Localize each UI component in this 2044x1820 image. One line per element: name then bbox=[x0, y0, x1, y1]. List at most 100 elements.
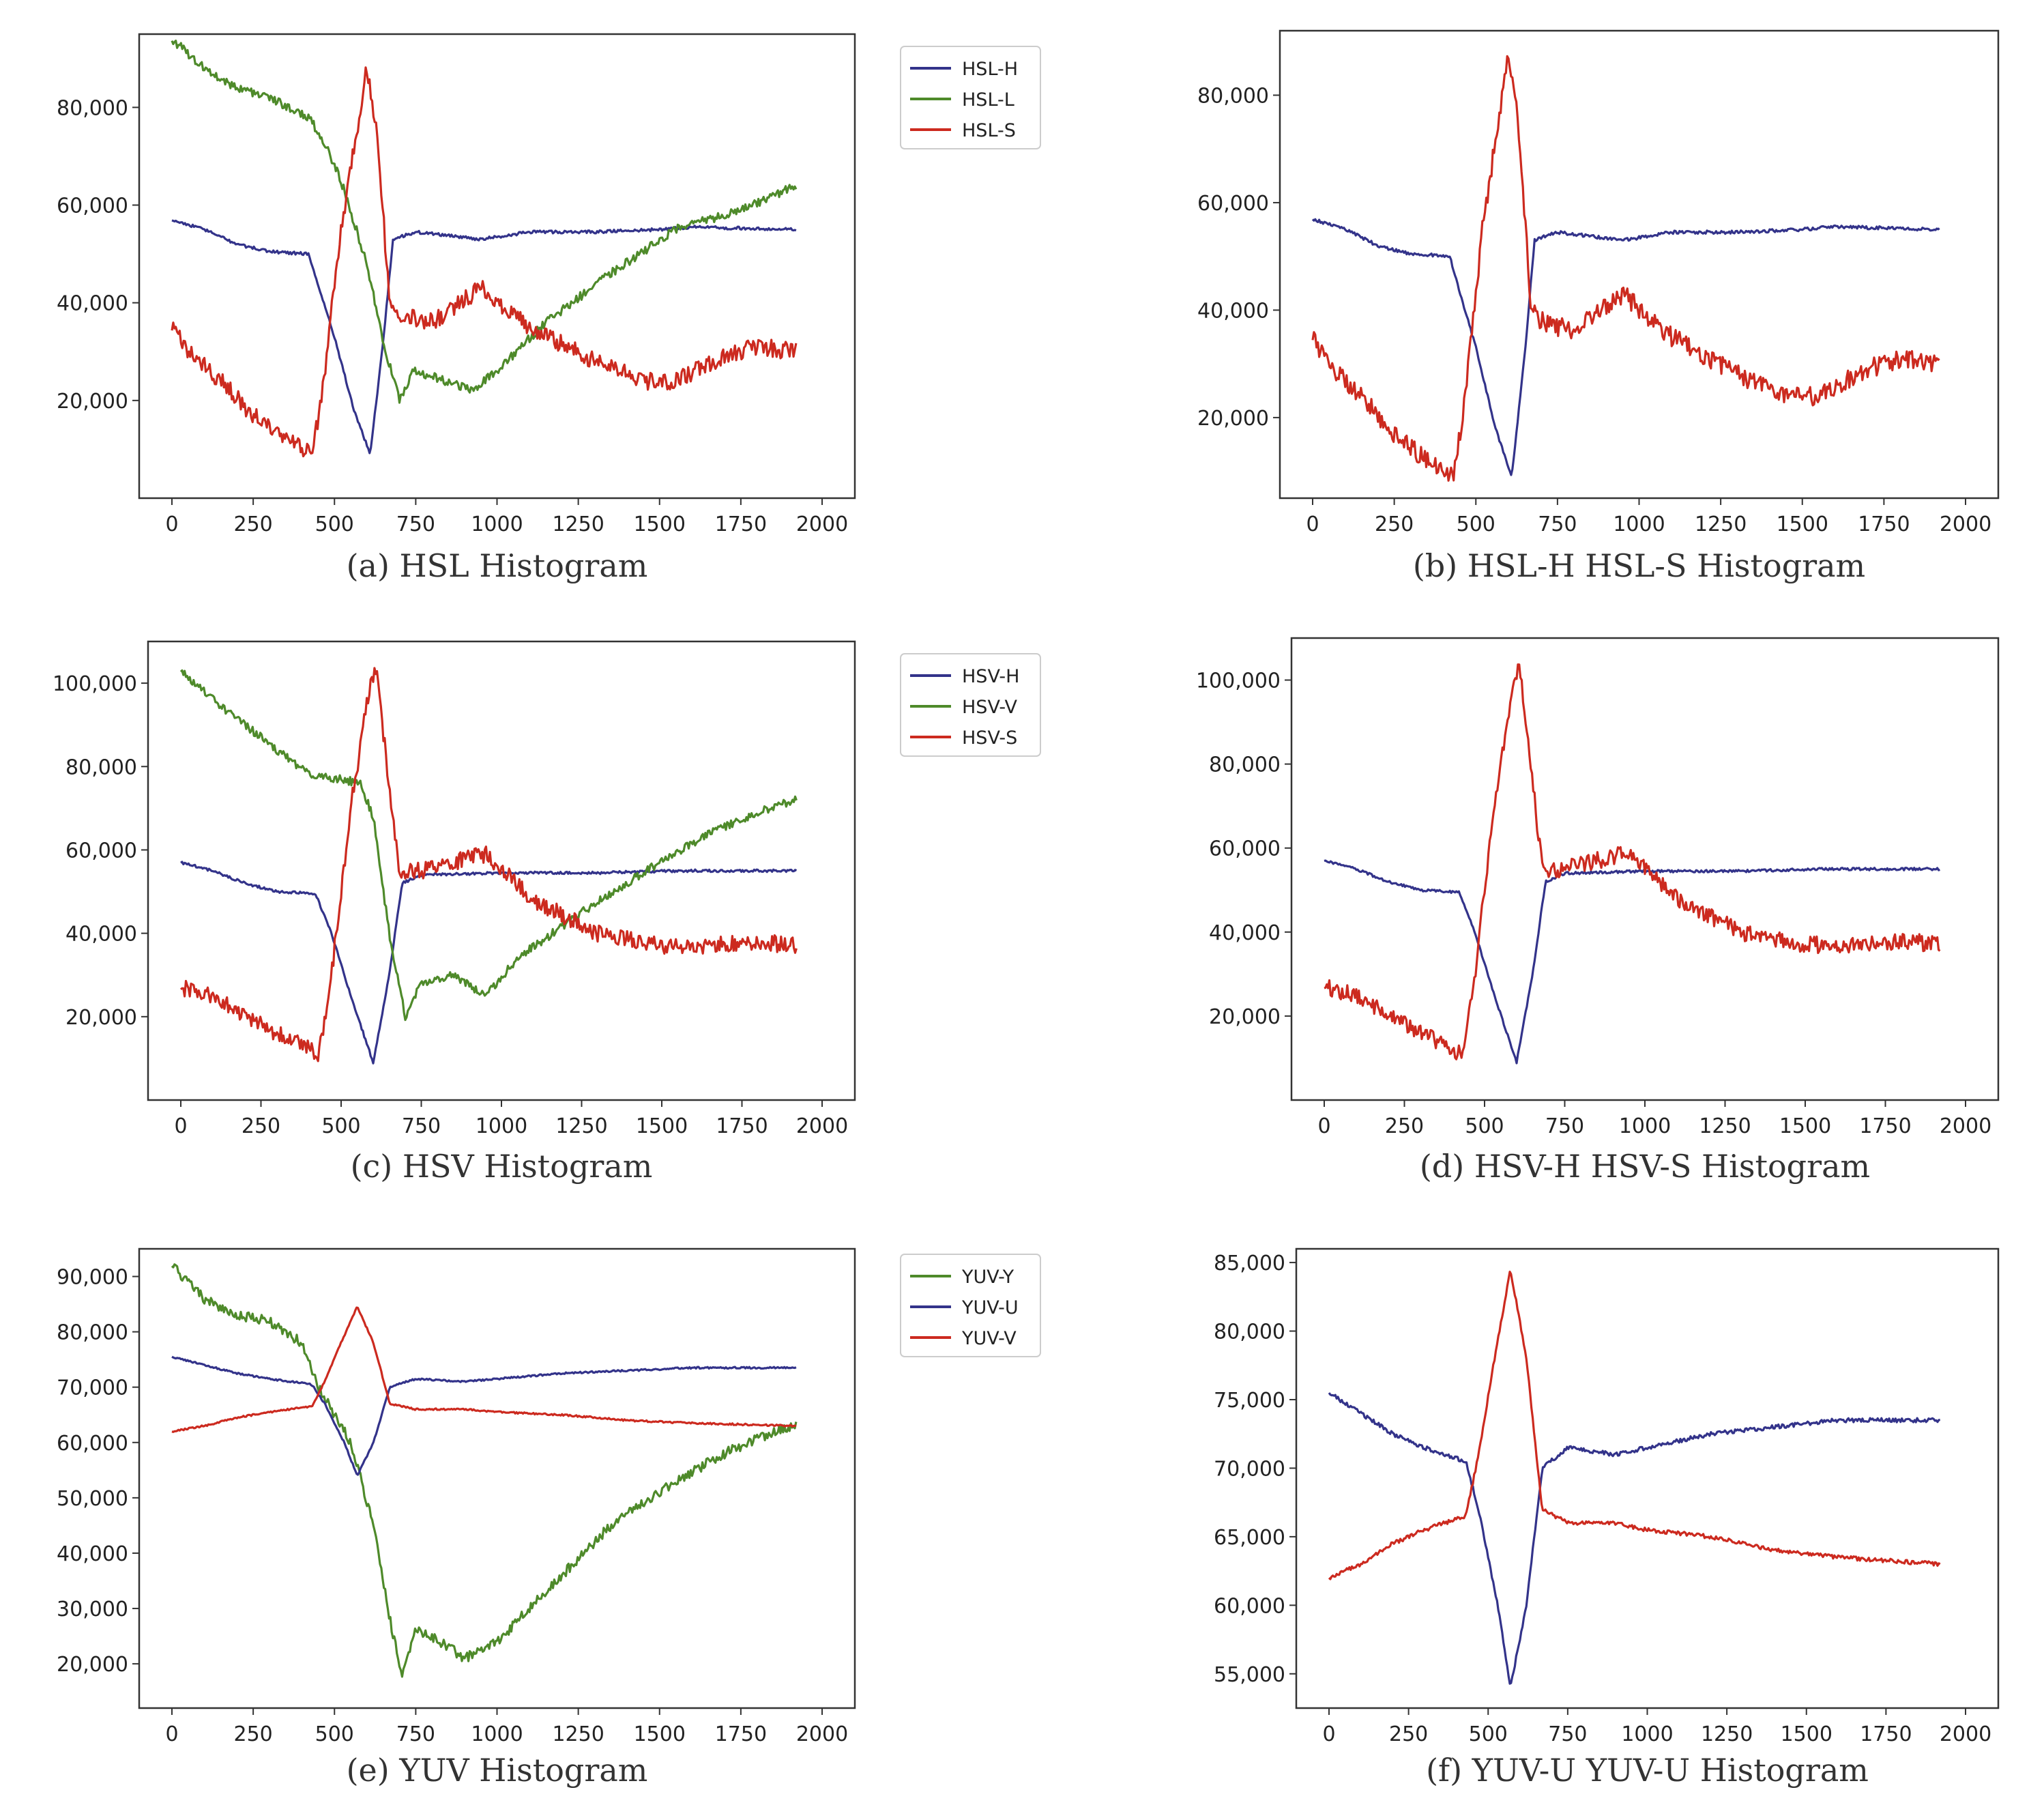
series-line-hsl-h bbox=[171, 219, 797, 454]
chart-b: 0 250 500 750 1000 1250 1500 1750 2000 20,000 40,0… bbox=[1197, 29, 2000, 584]
y-tick-label: 55,000 bbox=[1214, 1663, 1285, 1687]
series-line-yuv-y bbox=[171, 1263, 798, 1678]
x-tick-label: 1500 bbox=[634, 512, 686, 536]
series-line-hsl-s bbox=[1311, 55, 1940, 482]
chart-caption: (c) HSV Histogram bbox=[351, 1148, 653, 1185]
y-tick-label: 80,000 bbox=[1214, 1320, 1285, 1344]
y-tick-label: 60,000 bbox=[1209, 837, 1281, 861]
x-tick-label: 2000 bbox=[1940, 1722, 1991, 1746]
x-tick-label: 1500 bbox=[1777, 512, 1828, 536]
plot-frame bbox=[1295, 1247, 2000, 1709]
series-line-hsl-l bbox=[171, 40, 798, 404]
x-tick-label: 1250 bbox=[552, 512, 604, 536]
y-tick-label: 70,000 bbox=[1214, 1457, 1285, 1481]
x-tick-label: 500 bbox=[315, 1722, 354, 1746]
y-tick-label: 20,000 bbox=[1209, 1005, 1281, 1029]
x-tick-label: 1750 bbox=[715, 512, 767, 536]
x-tick-label: 1250 bbox=[552, 1722, 604, 1746]
legend-label: HSV-H bbox=[962, 666, 1019, 687]
y-tick-label: 85,000 bbox=[1214, 1252, 1285, 1275]
x-tick-label: 250 bbox=[1375, 512, 1414, 536]
chart-caption: (d) HSV-H HSV-S Histogram bbox=[1420, 1148, 1870, 1185]
x-tick-label: 1500 bbox=[1779, 1114, 1831, 1138]
legend-label: HSV-S bbox=[962, 727, 1017, 749]
chart-caption: (b) HSL-H HSL-S Histogram bbox=[1413, 547, 1865, 584]
legend-label: HSL-S bbox=[962, 120, 1016, 141]
y-tick-label: 60,000 bbox=[1197, 192, 1269, 216]
x-tick-label: 1250 bbox=[1701, 1722, 1753, 1746]
y-tick-label: 60,000 bbox=[1214, 1594, 1285, 1618]
legend-label: HSV-V bbox=[962, 697, 1017, 718]
y-tick-label: 75,000 bbox=[1214, 1389, 1285, 1413]
y-tick-label: 80,000 bbox=[57, 96, 128, 120]
x-tick-label: 1250 bbox=[1695, 512, 1747, 536]
x-tick-label: 1750 bbox=[715, 1722, 767, 1746]
series-line-yuv-u bbox=[1328, 1392, 1940, 1685]
chart-c: 0 250 500 750 1000 1250 1500 1750 2000 20,000 40,0… bbox=[53, 640, 1041, 1185]
x-tick-label: 1750 bbox=[1859, 1114, 1911, 1138]
x-tick-label: 500 bbox=[1465, 1114, 1504, 1138]
x-tick-label: 2000 bbox=[796, 1722, 848, 1746]
series-line-hsv-h bbox=[1324, 859, 1940, 1065]
plot-frame bbox=[138, 33, 856, 500]
x-tick-label: 750 bbox=[1548, 1722, 1587, 1746]
chart-caption: (f) YUV-U YUV-U Histogram bbox=[1426, 1752, 1869, 1789]
x-tick-label: 1000 bbox=[1621, 1722, 1673, 1746]
x-tick-label: 0 bbox=[165, 1722, 178, 1746]
y-tick-label: 20,000 bbox=[65, 1006, 137, 1030]
y-tick-label: 60,000 bbox=[65, 839, 137, 863]
chart-caption: (e) YUV Histogram bbox=[347, 1752, 648, 1789]
x-tick-label: 750 bbox=[1545, 1114, 1584, 1138]
legend: HSV-H HSV-V HSV-S bbox=[900, 653, 1041, 757]
series-line-yuv-v bbox=[171, 1306, 797, 1433]
y-tick-label: 90,000 bbox=[57, 1266, 128, 1290]
chart-e: 0 250 500 750 1000 1250 1500 1750 2000 20,000 30,0… bbox=[57, 1247, 1041, 1789]
x-tick-label: 250 bbox=[1389, 1722, 1428, 1746]
series-line-hsv-s bbox=[1324, 663, 1941, 1060]
legend-label: HSL-L bbox=[962, 89, 1014, 111]
x-tick-label: 1500 bbox=[1781, 1722, 1833, 1746]
x-tick-label: 750 bbox=[1538, 512, 1577, 536]
legend-box bbox=[900, 46, 1041, 149]
y-tick-label: 40,000 bbox=[65, 923, 137, 947]
series-line-hsv-h bbox=[180, 861, 798, 1065]
x-tick-label: 2000 bbox=[1940, 1114, 1991, 1138]
x-tick-label: 250 bbox=[233, 512, 272, 536]
x-tick-label: 2000 bbox=[1940, 512, 1991, 536]
y-tick-label: 40,000 bbox=[57, 1542, 128, 1566]
y-tick-label: 60,000 bbox=[57, 1432, 128, 1456]
x-tick-label: 250 bbox=[233, 1722, 272, 1746]
x-tick-label: 2000 bbox=[796, 512, 848, 536]
legend-label: HSL-H bbox=[962, 59, 1018, 80]
x-tick-label: 250 bbox=[242, 1114, 280, 1138]
x-tick-label: 1000 bbox=[1613, 512, 1665, 536]
y-tick-label: 65,000 bbox=[1214, 1526, 1285, 1550]
x-tick-label: 750 bbox=[402, 1114, 441, 1138]
chart-a: 0 250 500 750 1000 1250 1500 1750 2000 20,000 40,0… bbox=[57, 33, 1041, 584]
series-line-hsl-h bbox=[1311, 218, 1940, 476]
x-tick-label: 1000 bbox=[476, 1114, 527, 1138]
x-tick-label: 500 bbox=[1457, 512, 1495, 536]
y-tick-label: 80,000 bbox=[1209, 753, 1281, 777]
x-tick-label: 1000 bbox=[1619, 1114, 1671, 1138]
x-tick-label: 0 bbox=[1317, 1114, 1330, 1138]
y-tick-label: 40,000 bbox=[57, 292, 128, 316]
x-tick-label: 1750 bbox=[716, 1114, 768, 1138]
y-tick-label: 30,000 bbox=[57, 1598, 128, 1621]
series-line-yuv-u bbox=[171, 1355, 797, 1476]
x-tick-label: 1500 bbox=[636, 1114, 688, 1138]
x-tick-label: 1000 bbox=[471, 1722, 523, 1746]
y-tick-label: 20,000 bbox=[57, 1653, 128, 1677]
chart-f: 0 250 500 750 1000 1250 1500 1750 2000 55,000 60,0… bbox=[1214, 1247, 2000, 1789]
legend-label: YUV-V bbox=[961, 1328, 1017, 1349]
legend-box bbox=[900, 653, 1041, 757]
y-tick-label: 40,000 bbox=[1209, 921, 1281, 945]
y-tick-label: 80,000 bbox=[65, 755, 137, 779]
x-tick-label: 1750 bbox=[1860, 1722, 1912, 1746]
x-tick-label: 750 bbox=[396, 1722, 435, 1746]
x-tick-label: 1750 bbox=[1858, 512, 1910, 536]
x-tick-label: 1500 bbox=[634, 1722, 686, 1746]
legend-label: YUV-U bbox=[961, 1297, 1019, 1318]
x-tick-label: 0 bbox=[1306, 512, 1319, 536]
